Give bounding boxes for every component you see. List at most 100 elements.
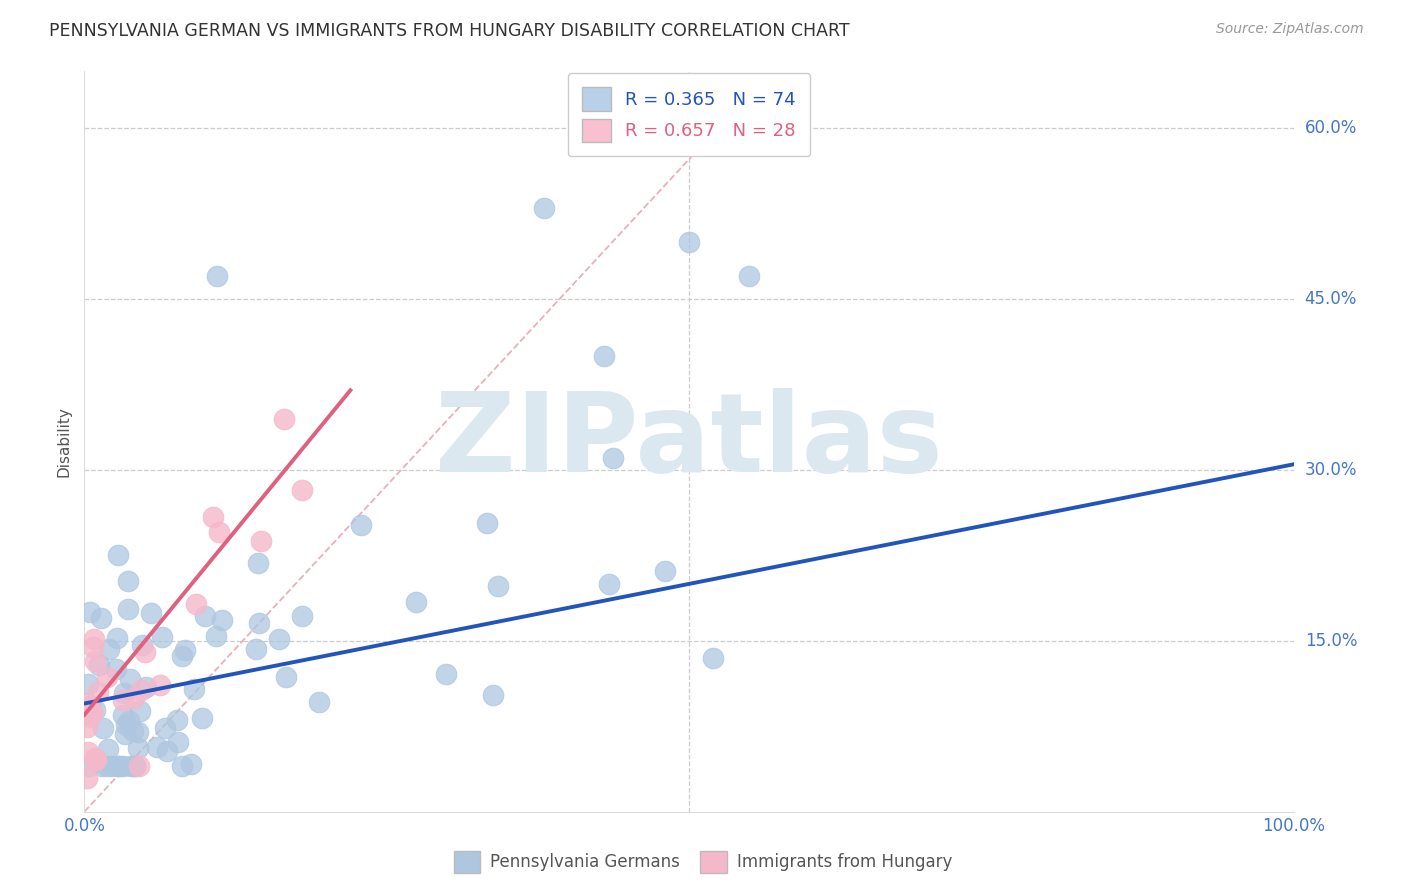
Point <box>194 608 217 623</box>
Point <box>84 654 107 668</box>
Point <box>172 648 194 663</box>
Point <box>117 574 139 589</box>
Point <box>276 670 298 684</box>
Point <box>96 759 118 773</box>
Text: 45.0%: 45.0% <box>1305 290 1357 308</box>
Point <box>291 483 314 497</box>
Point <box>593 349 616 363</box>
Point <box>90 611 112 625</box>
Point <box>107 631 129 645</box>
Point <box>79 759 101 773</box>
Point <box>738 269 761 284</box>
Point <box>115 717 138 731</box>
Point <box>86 754 108 768</box>
Point <box>174 643 197 657</box>
Point <box>247 615 270 630</box>
Text: Source: ZipAtlas.com: Source: ZipAtlas.com <box>1216 22 1364 37</box>
Point <box>107 759 129 773</box>
Point <box>127 740 149 755</box>
Point <box>250 533 273 548</box>
Point <box>124 759 146 773</box>
Point <box>83 752 105 766</box>
Point <box>124 759 146 773</box>
Point <box>127 725 149 739</box>
Point <box>111 692 134 706</box>
Point <box>247 556 270 570</box>
Point <box>191 711 214 725</box>
Point <box>79 698 101 713</box>
Point <box>183 682 205 697</box>
Point <box>201 510 224 524</box>
Point <box>128 759 150 773</box>
Point <box>111 759 134 773</box>
Point <box>208 524 231 539</box>
Point <box>488 579 510 593</box>
Point <box>84 751 107 765</box>
Point <box>533 201 555 215</box>
Point <box>267 632 290 646</box>
Point <box>170 759 193 773</box>
Point <box>77 677 100 691</box>
Point <box>93 721 115 735</box>
Point <box>131 639 153 653</box>
Point <box>207 269 229 284</box>
Point <box>434 666 457 681</box>
Point <box>96 670 118 684</box>
Point <box>211 613 233 627</box>
Text: 30.0%: 30.0% <box>1305 461 1357 479</box>
Point <box>98 641 121 656</box>
Point <box>654 564 676 578</box>
Point <box>166 713 188 727</box>
Point <box>76 720 98 734</box>
Text: 60.0%: 60.0% <box>1305 120 1357 137</box>
Point <box>117 602 139 616</box>
Point <box>156 744 179 758</box>
Point <box>100 759 122 773</box>
Point <box>678 235 700 250</box>
Point <box>129 704 152 718</box>
Point <box>122 690 145 705</box>
Point <box>82 640 104 654</box>
Legend: R = 0.365   N = 74, R = 0.657   N = 28: R = 0.365 N = 74, R = 0.657 N = 28 <box>568 73 810 156</box>
Y-axis label: Disability: Disability <box>56 406 72 477</box>
Point <box>166 734 188 748</box>
Point <box>112 686 135 700</box>
Point <box>118 714 141 728</box>
Point <box>205 628 228 642</box>
Point <box>76 771 98 785</box>
Point <box>80 706 103 721</box>
Point <box>245 642 267 657</box>
Text: 15.0%: 15.0% <box>1305 632 1357 650</box>
Point <box>90 759 112 773</box>
Text: ZIPatlas: ZIPatlas <box>434 388 943 495</box>
Point <box>291 608 314 623</box>
Point <box>350 518 373 533</box>
Point <box>139 606 162 620</box>
Point <box>112 708 135 723</box>
Point <box>184 597 207 611</box>
Point <box>114 727 136 741</box>
Point <box>134 645 156 659</box>
Point <box>131 682 153 697</box>
Point <box>135 680 157 694</box>
Point <box>76 696 98 710</box>
Point <box>146 739 169 754</box>
Point <box>108 759 131 773</box>
Point <box>602 450 624 465</box>
Point <box>308 696 330 710</box>
Point <box>87 685 110 699</box>
Point <box>120 759 142 773</box>
Legend: Pennsylvania Germans, Immigrants from Hungary: Pennsylvania Germans, Immigrants from Hu… <box>447 845 959 880</box>
Point <box>273 411 295 425</box>
Point <box>120 673 142 687</box>
Point <box>79 605 101 619</box>
Point <box>180 757 202 772</box>
Point <box>481 689 503 703</box>
Point <box>87 658 110 673</box>
Point <box>702 651 724 665</box>
Point <box>80 705 103 719</box>
Point <box>83 703 105 717</box>
Point <box>150 630 173 644</box>
Point <box>104 662 127 676</box>
Point <box>107 548 129 562</box>
